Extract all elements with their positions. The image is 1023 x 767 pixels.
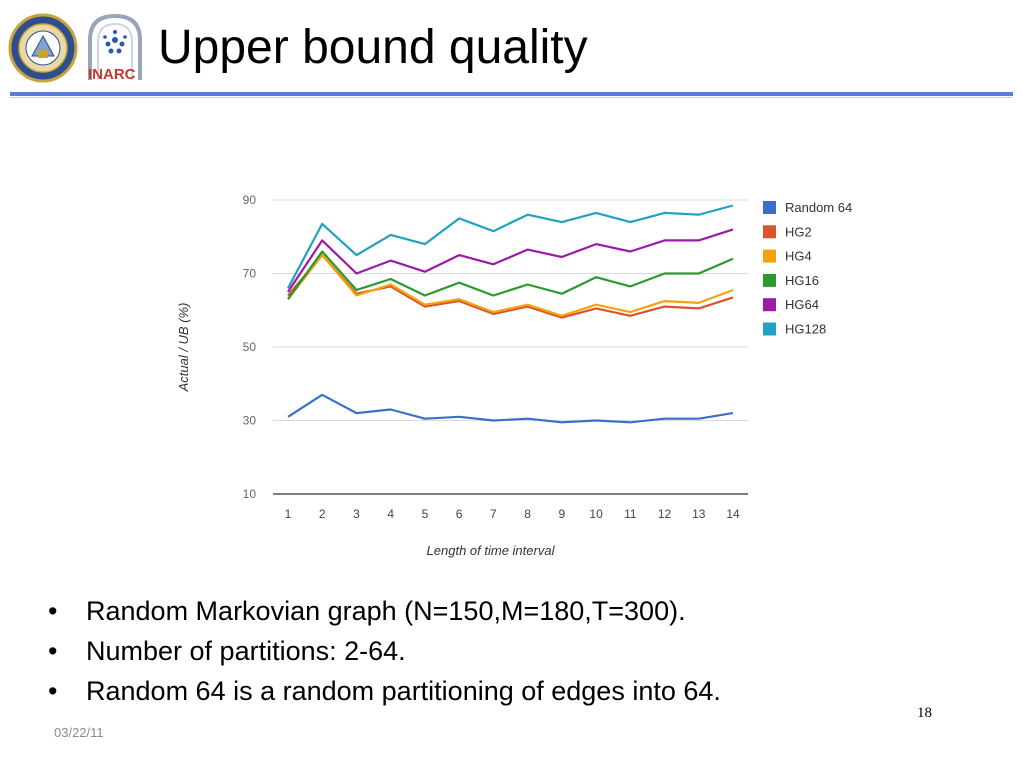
bullet-text: Random 64 is a random partitioning of ed… xyxy=(86,676,721,706)
legend-label: HG64 xyxy=(785,297,819,312)
series-line xyxy=(287,254,734,317)
legend-swatch xyxy=(763,201,776,214)
legend-label: HG16 xyxy=(785,273,819,288)
series-line xyxy=(287,228,734,293)
bullet-item: • Random Markovian graph (N=150,M=180,T=3… xyxy=(48,591,721,631)
legend-swatch xyxy=(763,298,776,312)
slide-title: Upper bound quality xyxy=(158,21,588,74)
x-tick-label: 9 xyxy=(559,507,566,521)
legend-swatch xyxy=(763,273,776,287)
legend-label: HG128 xyxy=(785,322,826,337)
bullet-glyph: • xyxy=(48,676,58,706)
inarc-logo-text: INARC xyxy=(88,66,136,83)
x-tick-label: 5 xyxy=(422,507,429,521)
bullet-glyph: • xyxy=(48,596,58,626)
title-divider xyxy=(10,92,1013,96)
title-divider-shadow xyxy=(10,97,1013,98)
legend-swatch xyxy=(763,225,776,239)
legend-swatch xyxy=(763,322,776,336)
x-tick-label: 1 xyxy=(285,507,292,521)
x-tick-label: 10 xyxy=(589,507,603,521)
y-axis-label: Actual / UB (%) xyxy=(176,303,191,393)
legend-label: HG4 xyxy=(785,249,812,264)
bullet-item: • Random 64 is a random partitioning of e… xyxy=(48,671,721,711)
bullet-text: Random Markovian graph (N=150,M=180,T=30… xyxy=(86,596,686,626)
bullet-item: • Number of partitions: 2-64. xyxy=(48,631,721,671)
y-tick-label: 90 xyxy=(243,193,257,207)
series-line xyxy=(287,204,734,289)
x-tick-label: 7 xyxy=(490,507,497,521)
university-seal-logo xyxy=(8,13,78,83)
x-tick-label: 3 xyxy=(353,507,360,521)
y-tick-label: 30 xyxy=(243,414,257,428)
x-tick-label: 6 xyxy=(456,507,463,521)
chart-container: 10 30 50 70 90 1 2 3 4 5 6 7 8 9 10 11 12 13 14 Length of t… xyxy=(118,107,888,574)
x-axis-label: Length of time interval xyxy=(427,543,556,558)
y-tick-label: 10 xyxy=(243,487,257,501)
legend-label: HG2 xyxy=(785,224,812,239)
slide-number: 18 xyxy=(917,705,932,721)
x-tick-label: 12 xyxy=(658,507,672,521)
bullet-text: Number of partitions: 2-64. xyxy=(86,636,406,666)
x-tick-label: 11 xyxy=(624,507,637,521)
x-tick-label: 2 xyxy=(319,507,326,521)
x-tick-label: 14 xyxy=(726,507,740,521)
slide-date: 03/22/11 xyxy=(54,725,104,740)
x-tick-label: 4 xyxy=(387,507,394,521)
legend-swatch xyxy=(763,249,776,263)
legend-label: Random 64 xyxy=(785,200,852,215)
series-line xyxy=(287,393,734,424)
series-line xyxy=(287,250,734,300)
bullet-list: • Random Markovian graph (N=150,M=180,T=3… xyxy=(48,591,721,711)
y-tick-label: 50 xyxy=(243,340,257,354)
x-tick-label: 8 xyxy=(524,507,531,521)
bullet-glyph: • xyxy=(48,636,58,666)
series-line xyxy=(287,254,734,319)
x-tick-label: 13 xyxy=(692,507,706,521)
y-tick-label: 70 xyxy=(243,267,257,281)
inarc-logo: INARC xyxy=(88,13,142,83)
